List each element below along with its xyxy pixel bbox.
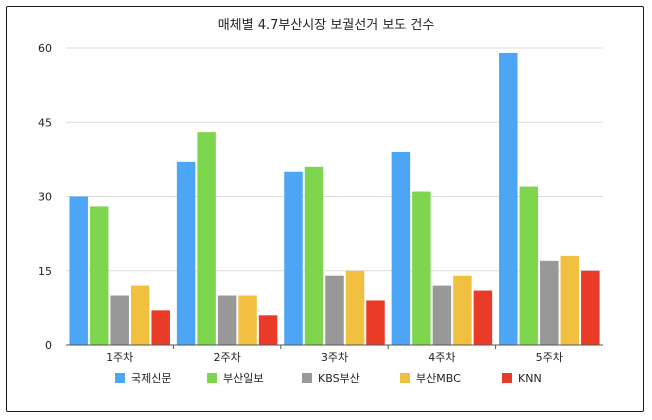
bar [391,151,411,345]
legend: 국제신문 부산일보 KBS부산 부산MBC KNN [115,371,542,385]
legend-swatch [115,373,125,383]
y-tick-label: 45 [38,116,52,129]
x-axis-categories: 1주차 2주차 3주차 4주차 5주차 [106,351,563,364]
y-tick-label: 15 [38,265,52,278]
x-category-label: 2주차 [213,351,240,364]
bar [197,132,216,345]
y-tick-label: 30 [38,191,52,204]
bar [453,275,472,345]
chart-title: 매체별 4.7부산시장 보궐선거 보도 건수 [217,18,435,33]
bar [366,300,385,345]
bar [89,206,109,345]
bar [238,295,257,345]
bar [176,161,196,345]
legend-swatch [302,373,312,383]
x-axis [66,344,603,349]
bar [130,285,150,345]
bar [69,196,88,345]
y-axis-ticks: 0 15 30 45 60 [38,42,52,352]
legend-label: KBS부산 [318,372,360,385]
legend-label: 국제신문 [131,372,171,385]
bar [412,191,431,345]
legend-label: KNN [518,372,542,385]
bar [304,166,324,345]
bars [69,52,600,345]
x-category-label: 5주차 [536,351,563,364]
bar [519,186,539,345]
bar [540,260,559,345]
bar [217,295,237,345]
bar [473,290,493,345]
legend-swatch [207,373,217,383]
x-category-label: 1주차 [106,351,133,364]
bar [151,310,170,345]
bar [110,295,129,345]
bar [345,270,365,345]
bar [499,52,518,345]
bar [284,171,303,345]
x-category-label: 3주차 [321,351,348,364]
y-tick-label: 0 [45,339,52,352]
legend-swatch [502,373,512,383]
legend-label: 부산일보 [223,371,263,385]
legend-swatch [400,373,410,383]
bar [325,275,344,345]
bar [432,285,452,345]
y-tick-label: 60 [38,42,52,55]
legend-label: 부산MBC [416,372,461,385]
bar [581,270,600,345]
bar [560,255,580,345]
x-category-label: 4주차 [428,351,455,364]
bar [258,315,278,345]
